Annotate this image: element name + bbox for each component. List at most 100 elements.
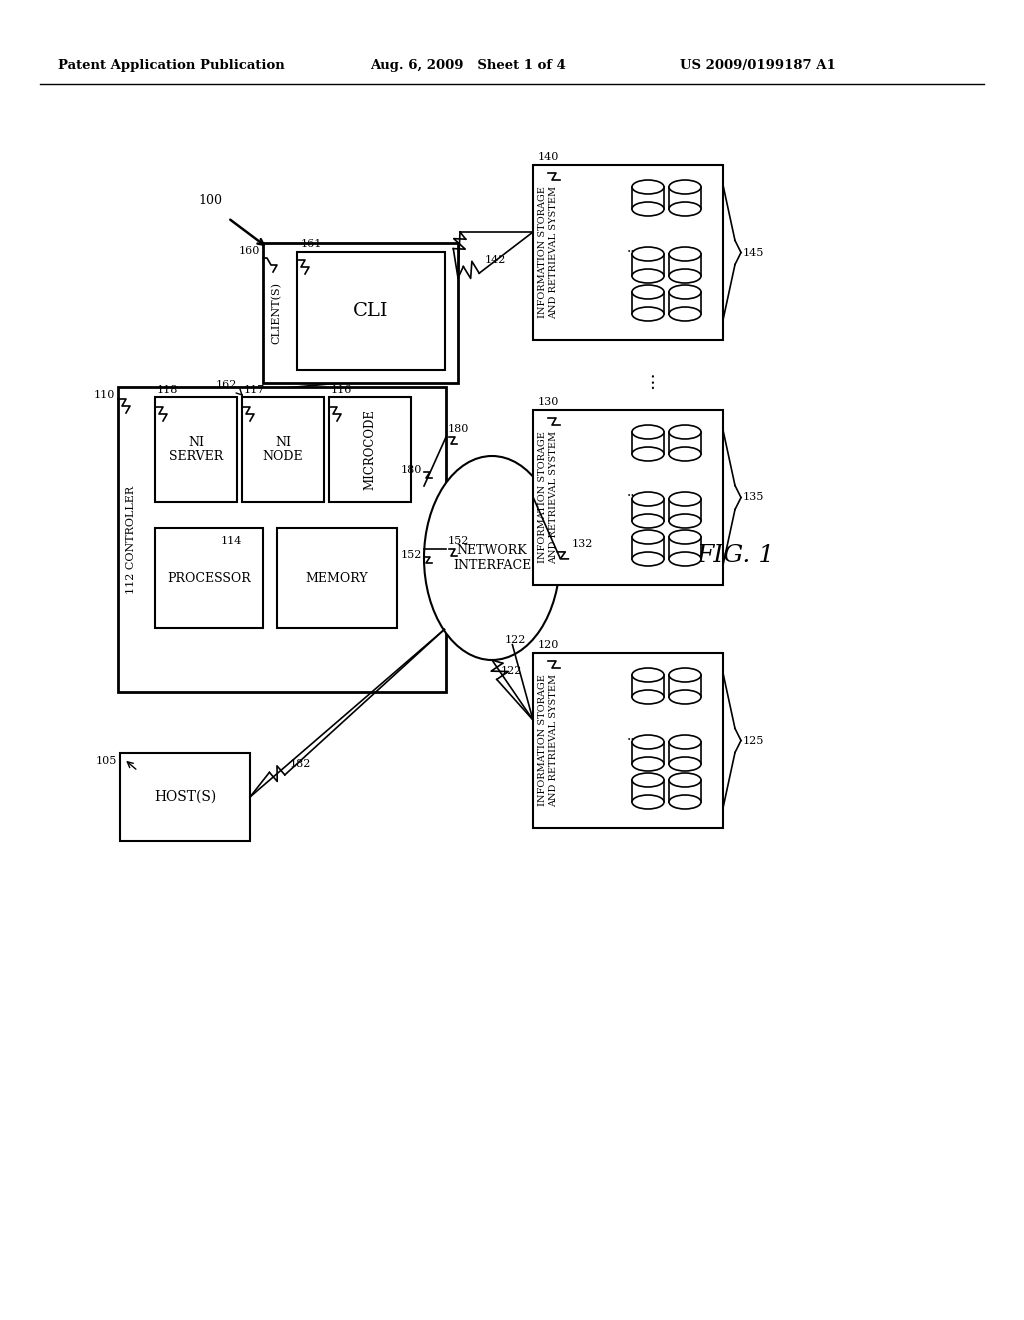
Text: 130: 130	[538, 397, 559, 407]
Text: INFORMATION STORAGE
AND RETRIEVAL SYSTEM: INFORMATION STORAGE AND RETRIEVAL SYSTEM	[539, 675, 558, 807]
Bar	[278, 528, 397, 628]
Ellipse shape	[669, 513, 701, 528]
Text: 180: 180	[400, 465, 422, 475]
Bar	[297, 252, 445, 370]
Text: 160: 160	[239, 246, 260, 256]
Ellipse shape	[632, 690, 664, 704]
Text: 140: 140	[538, 152, 559, 162]
Text: 117: 117	[244, 385, 265, 395]
Ellipse shape	[632, 492, 664, 506]
Ellipse shape	[632, 774, 664, 787]
Text: 105: 105	[95, 756, 117, 766]
Text: FIG. 1: FIG. 1	[696, 544, 774, 566]
Text: 116: 116	[331, 385, 352, 395]
Bar	[632, 432, 664, 454]
Ellipse shape	[669, 308, 701, 321]
Ellipse shape	[669, 531, 701, 544]
Text: CLIENT(S): CLIENT(S)	[270, 282, 282, 345]
Text: 122: 122	[505, 635, 526, 645]
Ellipse shape	[669, 285, 701, 300]
Bar	[669, 253, 701, 276]
Bar	[534, 411, 723, 585]
Bar	[632, 675, 664, 697]
Ellipse shape	[669, 425, 701, 440]
Text: 180: 180	[449, 424, 469, 434]
Text: 122: 122	[501, 667, 522, 676]
Bar	[669, 675, 701, 697]
Text: HOST(S): HOST(S)	[154, 789, 216, 804]
Text: NETWORK
INTERFACE: NETWORK INTERFACE	[453, 544, 531, 572]
Text: 118: 118	[157, 385, 178, 395]
Text: ...: ...	[627, 729, 639, 742]
Ellipse shape	[669, 690, 701, 704]
Ellipse shape	[632, 795, 664, 809]
Ellipse shape	[632, 447, 664, 461]
Ellipse shape	[669, 735, 701, 748]
Ellipse shape	[632, 269, 664, 282]
Text: MEMORY: MEMORY	[306, 572, 369, 585]
Text: 152: 152	[449, 536, 469, 546]
Bar	[242, 397, 324, 502]
Text: 182: 182	[290, 759, 310, 768]
Text: 145: 145	[743, 248, 764, 257]
Ellipse shape	[632, 531, 664, 544]
Text: 112 CONTROLLER: 112 CONTROLLER	[126, 486, 136, 594]
Ellipse shape	[632, 756, 664, 771]
Ellipse shape	[669, 180, 701, 194]
Text: CLI: CLI	[353, 302, 389, 319]
Bar	[632, 499, 664, 521]
Ellipse shape	[632, 425, 664, 440]
Text: 132: 132	[571, 539, 593, 549]
Bar	[118, 387, 446, 692]
Bar	[263, 243, 458, 383]
Bar	[632, 537, 664, 558]
Bar	[669, 432, 701, 454]
Bar	[632, 292, 664, 314]
Bar	[669, 499, 701, 521]
Ellipse shape	[669, 756, 701, 771]
Ellipse shape	[632, 202, 664, 216]
Ellipse shape	[669, 202, 701, 216]
Bar	[669, 742, 701, 764]
Text: 161: 161	[301, 239, 323, 249]
Bar	[632, 780, 664, 803]
Text: 135: 135	[743, 492, 764, 503]
Ellipse shape	[632, 285, 664, 300]
Ellipse shape	[669, 447, 701, 461]
Bar	[155, 397, 237, 502]
Ellipse shape	[669, 269, 701, 282]
Text: US 2009/0199187 A1: US 2009/0199187 A1	[680, 59, 836, 73]
Ellipse shape	[669, 668, 701, 682]
Text: 152: 152	[400, 550, 422, 560]
Ellipse shape	[632, 513, 664, 528]
Text: 114: 114	[221, 536, 243, 546]
Bar	[632, 253, 664, 276]
Text: ...: ...	[627, 240, 639, 255]
Bar	[632, 187, 664, 209]
Bar	[669, 780, 701, 803]
Ellipse shape	[669, 774, 701, 787]
Text: INFORMATION STORAGE
AND RETRIEVAL SYSTEM: INFORMATION STORAGE AND RETRIEVAL SYSTEM	[539, 186, 558, 319]
Bar	[534, 653, 723, 828]
Text: Patent Application Publication: Patent Application Publication	[58, 59, 285, 73]
Ellipse shape	[632, 180, 664, 194]
Text: NI
SERVER: NI SERVER	[169, 436, 223, 463]
Text: INFORMATION STORAGE
AND RETRIEVAL SYSTEM: INFORMATION STORAGE AND RETRIEVAL SYSTEM	[539, 430, 558, 564]
Bar	[669, 292, 701, 314]
Ellipse shape	[669, 247, 701, 261]
Bar	[120, 752, 250, 841]
Text: PROCESSOR: PROCESSOR	[167, 572, 251, 585]
Text: 125: 125	[743, 735, 764, 746]
Ellipse shape	[632, 735, 664, 748]
Text: ...: ...	[627, 486, 639, 499]
Text: 120: 120	[538, 640, 559, 649]
Ellipse shape	[669, 552, 701, 566]
Ellipse shape	[669, 795, 701, 809]
Ellipse shape	[632, 308, 664, 321]
Bar	[155, 528, 263, 628]
Bar	[669, 187, 701, 209]
Bar	[669, 537, 701, 558]
Bar	[632, 742, 664, 764]
Ellipse shape	[632, 247, 664, 261]
Text: NI
NODE: NI NODE	[263, 436, 303, 463]
